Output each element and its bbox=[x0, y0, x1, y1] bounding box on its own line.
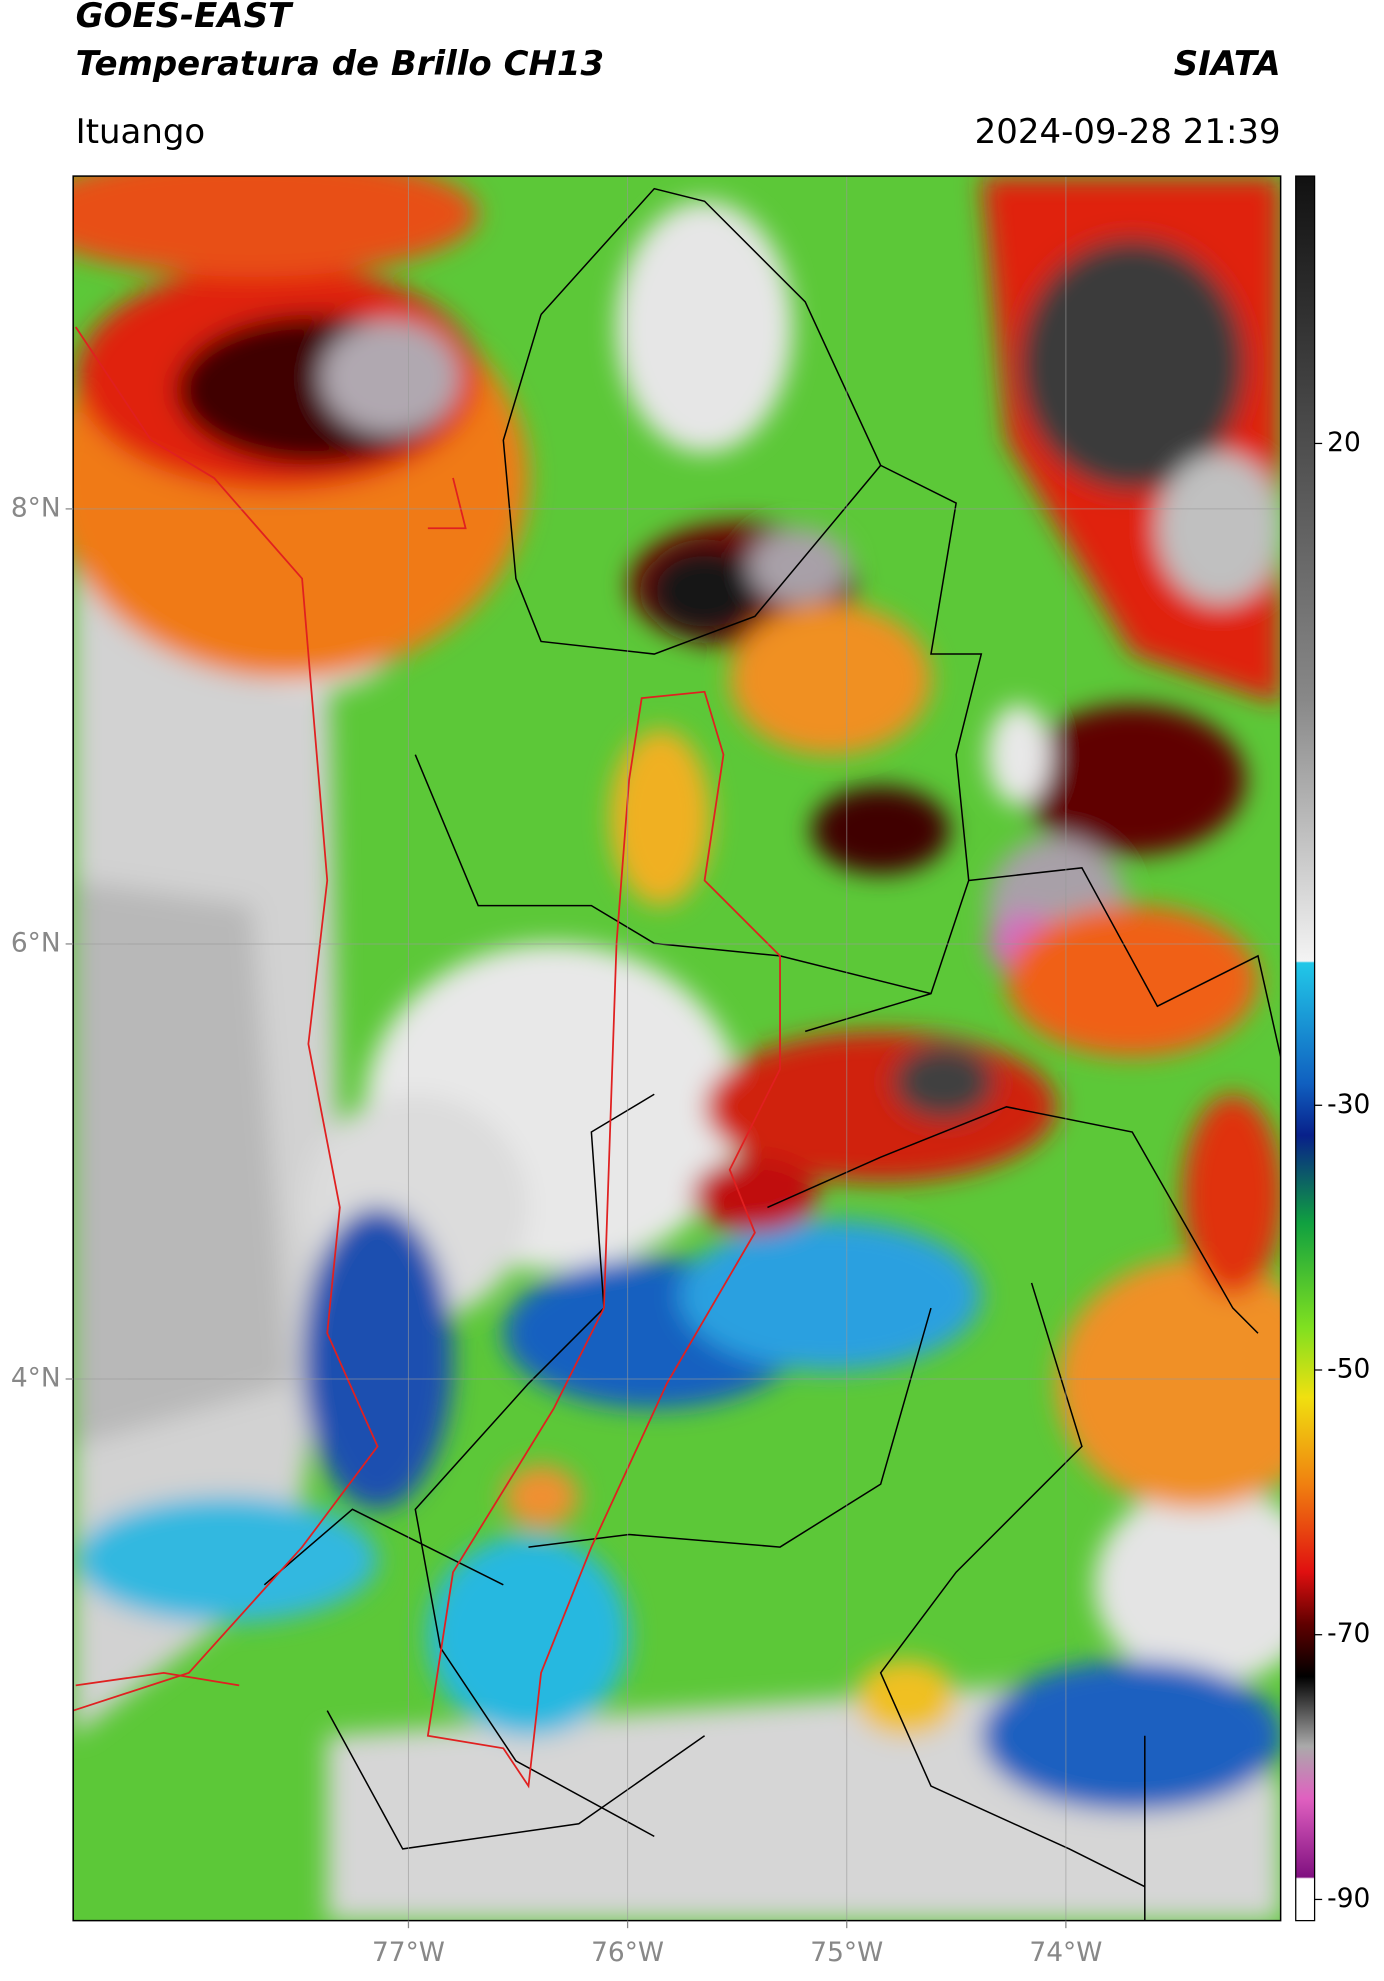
x-tick-label: 77°W bbox=[372, 1937, 445, 1968]
source: SIATA bbox=[1174, 44, 1281, 84]
colorbar-tick-label: -50 bbox=[1327, 1353, 1370, 1384]
map-frame bbox=[72, 175, 1282, 1922]
colorbar-tick-label: 20 bbox=[1327, 427, 1361, 458]
y-tick-label: 6°N bbox=[11, 927, 61, 958]
title: GOES-EAST bbox=[76, 0, 294, 36]
colorbar bbox=[1295, 175, 1316, 1922]
location: Ituango bbox=[76, 112, 206, 152]
x-tick-label: 75°W bbox=[810, 1937, 883, 1968]
grid bbox=[73, 176, 1281, 1921]
colorbar-tick-label: -30 bbox=[1327, 1089, 1370, 1120]
colorbar-tick-label: -70 bbox=[1327, 1618, 1370, 1649]
x-tick-label: 74°W bbox=[1029, 1937, 1102, 1968]
axes: 77°W 76°W 75°W 74°W 8°N 6°N 4°N 20 -30 -50 -70 -90 bbox=[11, 427, 1370, 1968]
x-tick-label: 76°W bbox=[591, 1937, 664, 1968]
subtitle: Temperatura de Brillo CH13 bbox=[76, 44, 604, 84]
satellite-image bbox=[73, 176, 1281, 1921]
colorbar-tick-label: -90 bbox=[1327, 1883, 1370, 1914]
datetime: 2024-09-28 21:39 bbox=[975, 112, 1281, 152]
y-tick-label: 8°N bbox=[11, 492, 61, 523]
y-tick-label: 4°N bbox=[11, 1362, 61, 1393]
